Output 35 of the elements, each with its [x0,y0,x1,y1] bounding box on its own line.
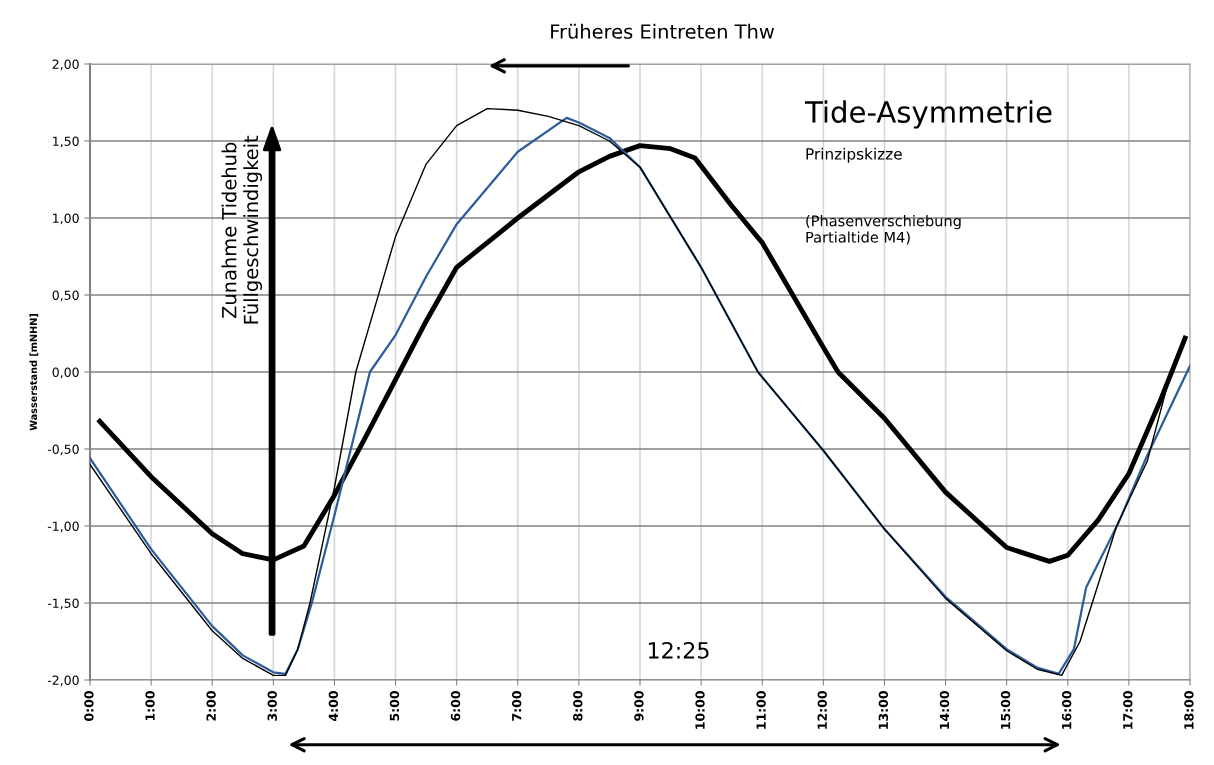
x-tick-label: 1:00 [145,691,155,721]
x-tick-label: 9:00 [634,691,644,721]
y-tick-label: -1,50 [47,598,79,610]
x-tick-label: 0:00 [84,691,94,721]
y-tick-label: -2,00 [47,675,79,687]
x-tick-label: 13:00 [878,691,889,729]
y-tick-label: 0,00 [52,367,79,379]
text: Tide-Asymmetrie [804,100,1052,129]
x-tick-label: 14:00 [939,691,950,729]
x-tick-label: 18:00 [1184,691,1194,729]
annotation: 12:25 [648,641,709,659]
y-tick-label: 2,00 [52,59,79,71]
x-tick-label: 3:00 [267,691,277,721]
y-tick-label: 1,00 [53,213,79,225]
y-axis-title: Wasserstand [mNHN] [29,314,39,431]
x-tick-label: 6:00 [450,691,461,721]
x-tick-label: 2:00 [206,691,216,721]
x-tick-label: 4:00 [328,691,339,721]
y-tick-label: -1,00 [47,521,79,533]
x-tick-label: 16:00 [1061,691,1072,729]
x-tick-label: 15:00 [1000,691,1011,729]
x-tick-label: 7:00 [511,691,522,721]
x-tick-label: 11:00 [756,691,766,729]
annotation: Zunahme Tidehub Füllgeschwindigkeit [221,135,263,324]
y-tick-label: 1,50 [53,136,79,148]
text: Früheres Eintreten Thw [551,23,774,39]
y-tick-label: -0,50 [47,444,79,456]
text: Prinzipskizze [806,147,902,163]
x-tick-label: 5:00 [389,691,400,721]
x-tick-label: 8:00 [573,691,583,721]
annotation: (Phasenverschiebung Partialtide M4) [806,215,961,245]
y-tick-label: 0,50 [52,290,79,302]
x-tick-label: 17:00 [1123,691,1133,729]
x-tick-label: 12:00 [817,691,827,729]
x-tick-label: 10:00 [695,691,705,729]
